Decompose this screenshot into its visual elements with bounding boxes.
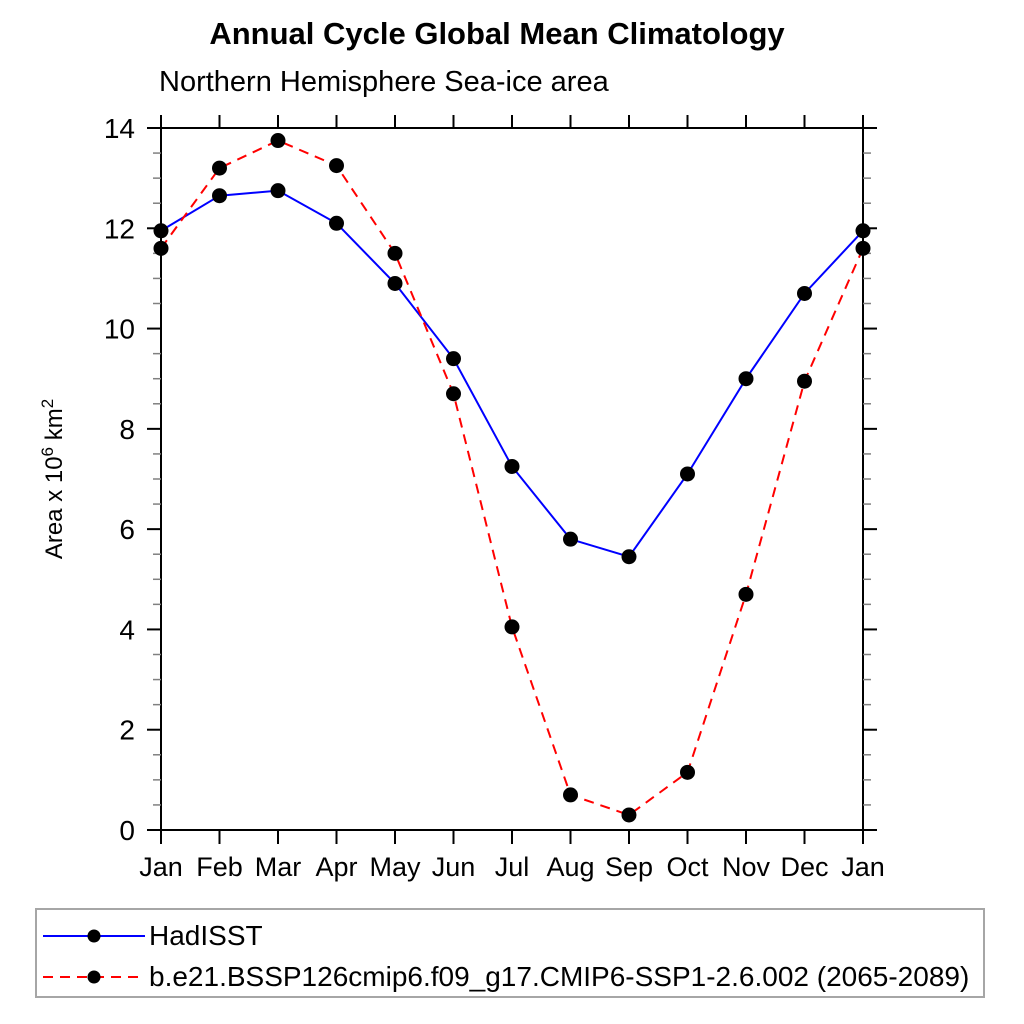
legend-key-0: [43, 929, 145, 943]
series-0-marker: [446, 351, 461, 367]
x-tick-label: Jun: [432, 852, 476, 882]
series-1-marker: [212, 160, 227, 176]
series-0-marker: [738, 371, 754, 387]
chart-title: Annual Cycle Global Mean Climatology: [209, 16, 785, 51]
series-0-marker: [680, 466, 695, 482]
legend-label-1: b.e21.BSSP126cmip6.f09_g17.CMIP6-SSP1-2.…: [149, 961, 970, 992]
x-tick-label: May: [369, 852, 421, 882]
series-0-marker: [855, 223, 871, 239]
series-0-marker: [212, 188, 227, 204]
x-tick-label: Sep: [605, 852, 653, 882]
series-0-line: [160, 189, 864, 558]
legend: HadISST b.e21.BSSP126cmip6.f09_g17.CMIP6-…: [35, 908, 985, 998]
x-tick-label: Dec: [780, 852, 828, 882]
series-1-marker: [446, 386, 461, 402]
series-1-line: [160, 139, 864, 817]
series-1-marker: [797, 373, 812, 389]
series-1-marker: [680, 764, 695, 780]
y-tick-label: 14: [104, 113, 135, 144]
series-1-marker: [738, 586, 754, 602]
series-0-marker: [797, 285, 812, 301]
series-0-marker: [329, 215, 344, 231]
series-1-marker: [270, 133, 286, 149]
x-tick-label: Jan: [139, 852, 183, 882]
plot-frame: [160, 127, 864, 831]
legend-marker: [87, 929, 101, 943]
x-tick-label: Aug: [546, 852, 594, 882]
series-0-marker: [270, 183, 286, 199]
legend-label-0: HadISST: [149, 920, 263, 951]
series-0-marker: [621, 549, 637, 565]
x-tick-label: Oct: [666, 852, 709, 882]
y-tick-label: 4: [119, 614, 135, 645]
y-tick-label: 12: [104, 213, 135, 244]
x-tick-label: Apr: [315, 852, 357, 882]
series-0-marker: [504, 458, 520, 474]
series-1-marker: [504, 619, 520, 635]
series-1-marker: [153, 240, 169, 256]
series-0-marker: [153, 223, 169, 239]
y-tick-label: 8: [119, 414, 135, 445]
legend-key-1: [43, 970, 145, 984]
y-axis-title: Area x 106 km2: [38, 399, 68, 559]
series-1-marker: [387, 245, 403, 261]
x-tick-label: Mar: [255, 852, 302, 882]
y-tick-label: 10: [104, 314, 135, 345]
x-tick-label: Jan: [841, 852, 885, 882]
series-1-marker: [329, 158, 344, 174]
plot-area: 0 2 4 6 8 10 12 14 Jan Feb Mar Apr May Jun Jul Aug Sep Oc…: [38, 113, 885, 882]
x-tick-label: Nov: [722, 852, 771, 882]
series-1-marker: [855, 240, 871, 256]
y-tick-label: 6: [119, 514, 135, 545]
chart-subtitle: Northern Hemisphere Sea-ice area: [159, 66, 609, 98]
series-1-marker: [563, 787, 578, 803]
y-tick-label: 0: [119, 815, 135, 846]
legend-item-0: HadISST: [41, 916, 263, 956]
series-0-marker: [387, 275, 403, 291]
x-tick-label: Jul: [495, 852, 530, 882]
legend-marker: [87, 970, 101, 984]
legend-item-1: b.e21.BSSP126cmip6.f09_g17.CMIP6-SSP1-2.…: [41, 957, 969, 997]
series-1-marker: [621, 807, 637, 823]
x-tick-label: Feb: [196, 852, 243, 882]
series-0-marker: [563, 531, 578, 547]
y-tick-label: 2: [119, 715, 135, 746]
